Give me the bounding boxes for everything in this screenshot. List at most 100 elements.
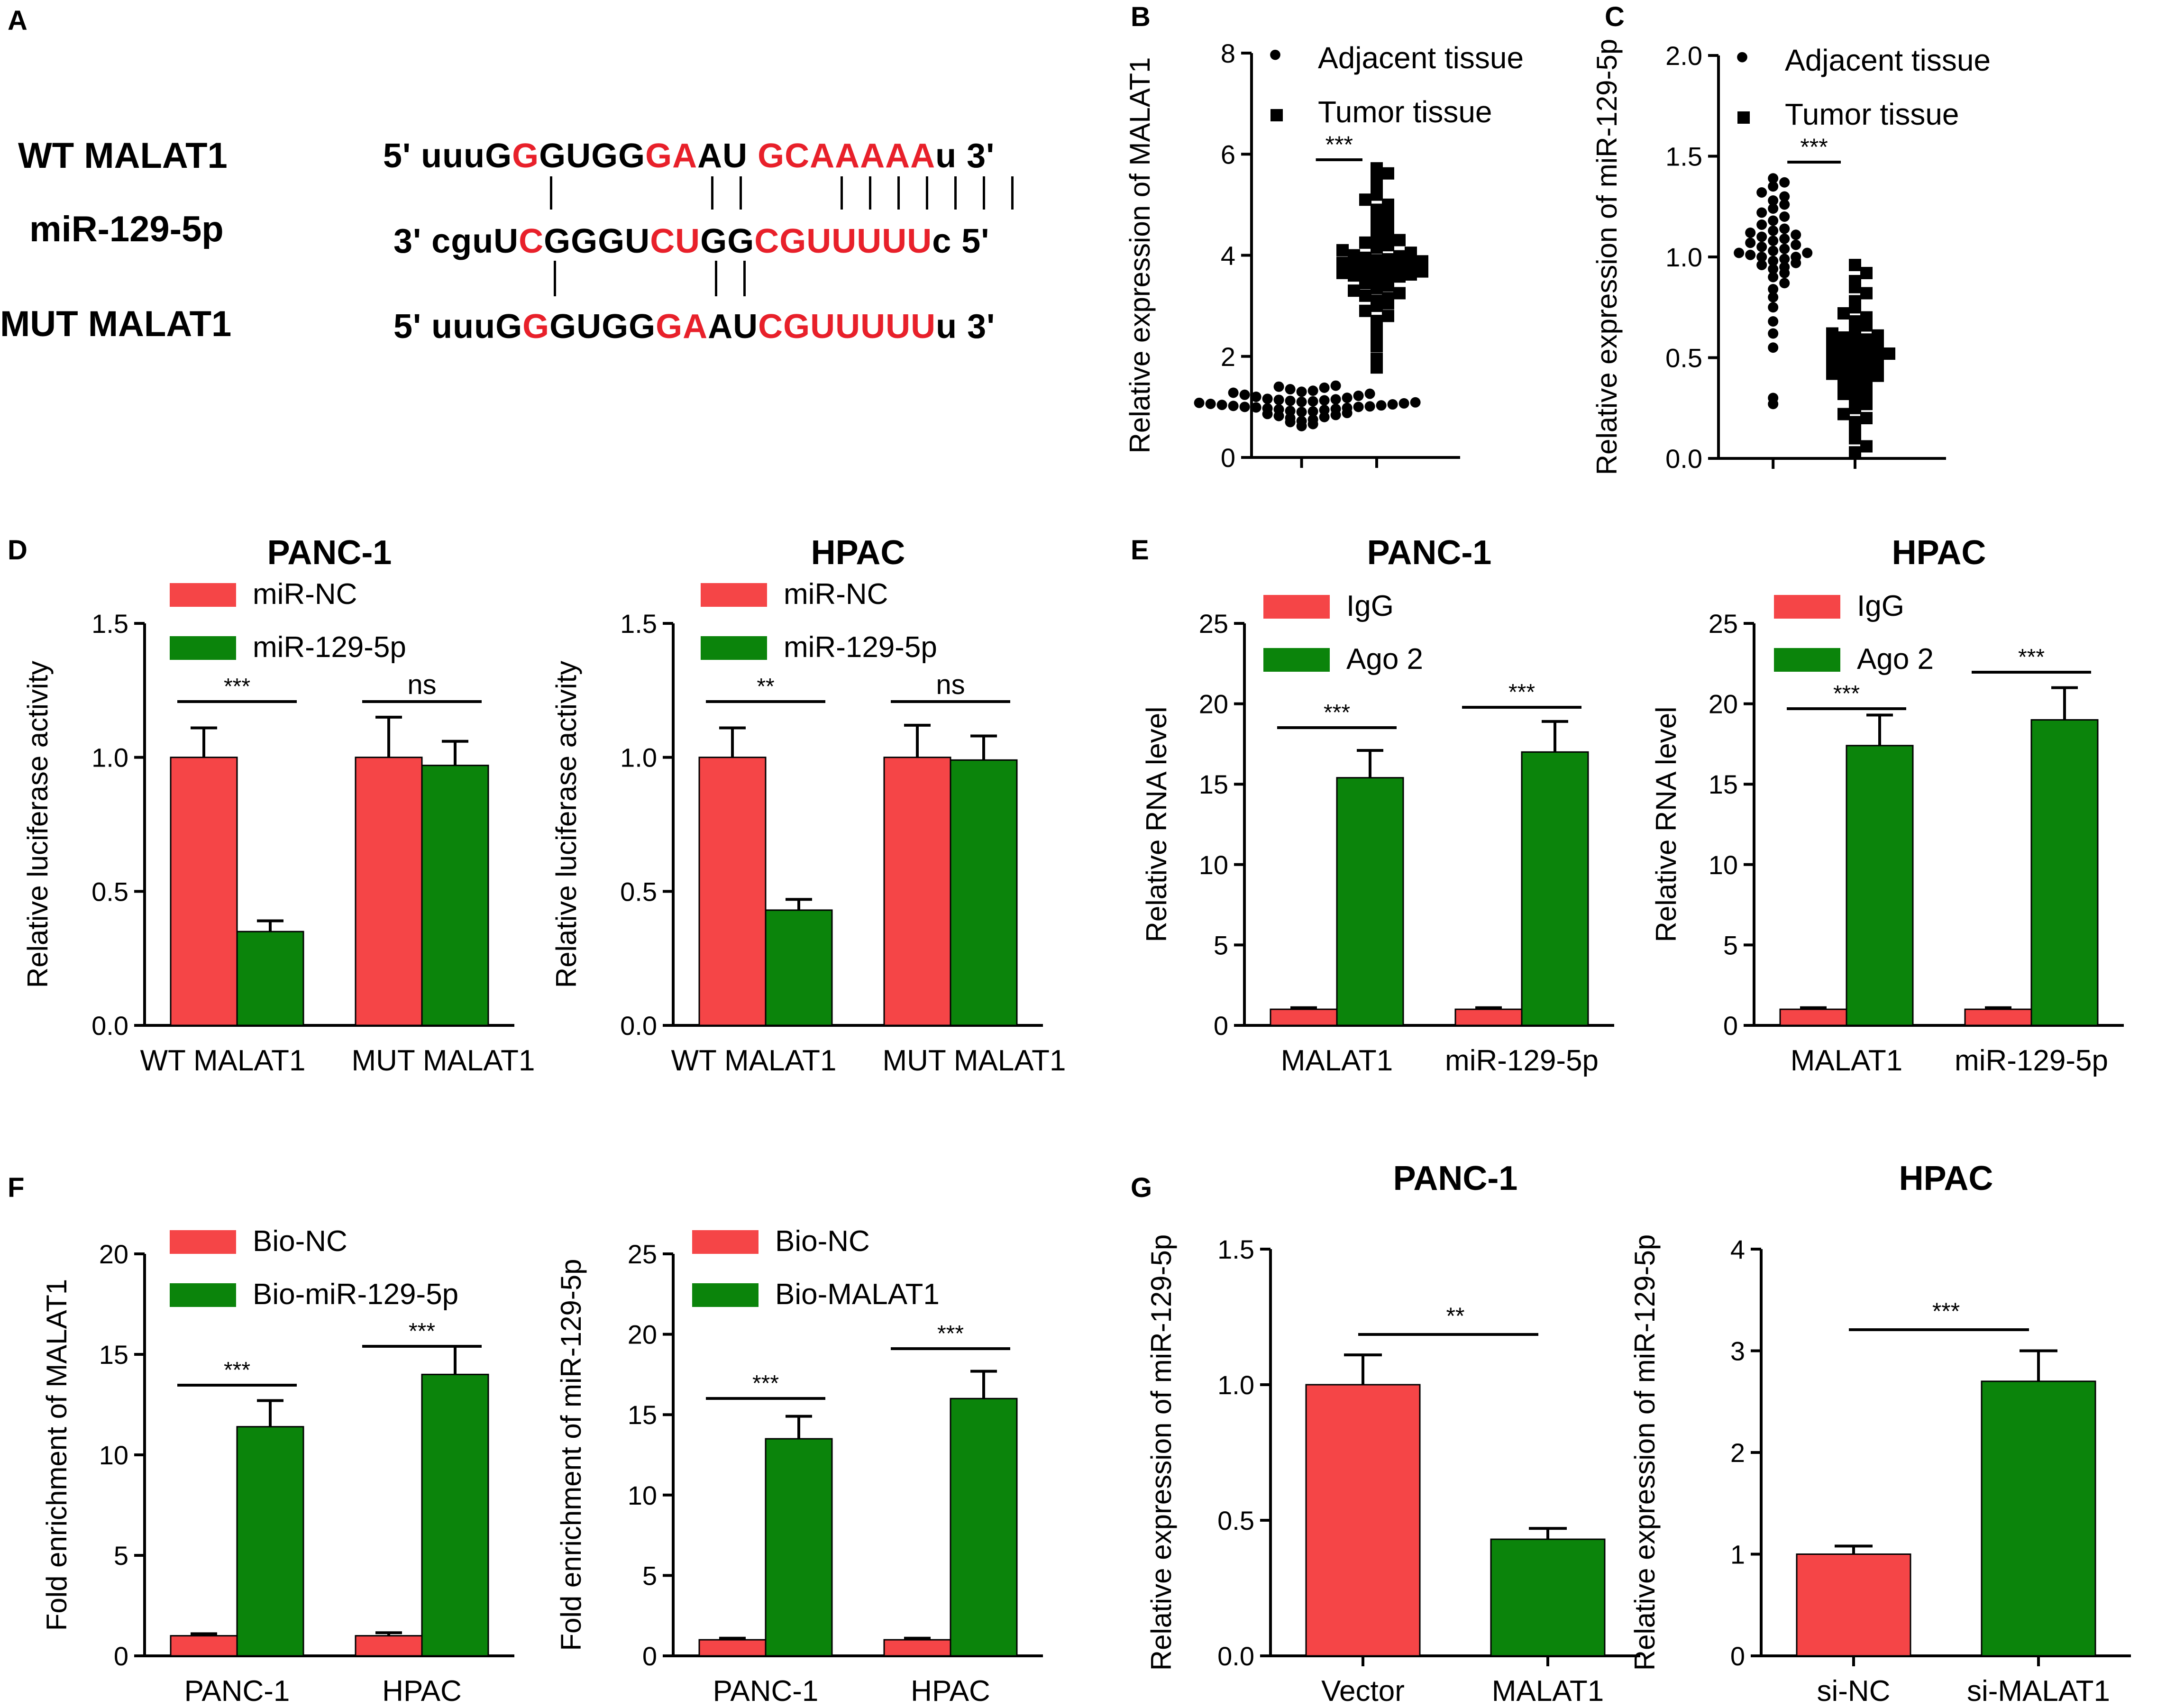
y-tick-label: 0.0: [620, 1011, 657, 1041]
data-point-adjacent: [1216, 400, 1227, 411]
data-point-adjacent: [1768, 215, 1779, 226]
category-label: HPAC: [382, 1675, 462, 1708]
data-point-adjacent: [1342, 402, 1353, 413]
data-point-tumor: [1393, 234, 1406, 247]
y-tick-label: 5: [114, 1541, 128, 1571]
mut-malat1-label: MUT MALAT1: [0, 304, 232, 344]
data-point-adjacent: [1364, 401, 1375, 412]
y-tick-label: 1.5: [620, 609, 657, 639]
data-point-adjacent: [1768, 256, 1779, 266]
bar-red: [1796, 1553, 1911, 1657]
y-tick-label: 1.0: [1665, 242, 1702, 272]
data-point-adjacent: [1262, 393, 1273, 404]
category-label: MALAT1: [1791, 1044, 1903, 1077]
y-axis-label: Fold enrichment of MALAT1: [41, 1279, 73, 1631]
legend-label: Ago 2: [1346, 643, 1423, 676]
base-pair-line: [740, 176, 742, 210]
data-point-tumor: [1872, 351, 1884, 364]
data-point-adjacent: [1768, 181, 1779, 192]
data-point-adjacent: [1756, 207, 1767, 218]
significance-stars: ***: [2018, 645, 2045, 670]
chart-title: HPAC: [1899, 1160, 1993, 1197]
bar-red: [1305, 1384, 1421, 1657]
chart-title: HPAC: [1892, 534, 1986, 572]
category-label: PANC-1: [184, 1675, 290, 1708]
legend-swatch-red: [1263, 595, 1330, 619]
chart-G1: 0.0 0.5 1.0 1.5 Relative expression of miR-1…: [1145, 1160, 1640, 1708]
bar-control: [170, 1635, 238, 1657]
data-point-adjacent: [1768, 195, 1779, 206]
data-point-adjacent: [1768, 342, 1779, 353]
y-tick-label: 5: [1723, 930, 1738, 960]
data-point-adjacent: [1353, 390, 1364, 401]
y-tick-label: 10: [99, 1440, 128, 1470]
chart-F2: 0 5 10 15 20 25 Fold enrichment of miR-129-5p B…: [555, 1225, 1043, 1708]
data-point-tumor: [1837, 307, 1850, 320]
y-tick-label: 1.0: [620, 743, 657, 773]
data-point-tumor: [1393, 287, 1406, 300]
panel-letter-d: D: [8, 535, 27, 566]
legend-swatch-red: [1774, 595, 1840, 619]
data-point-adjacent: [1296, 386, 1307, 397]
bar-treatment: [950, 1397, 1018, 1657]
data-point-adjacent: [1330, 403, 1341, 414]
seed-nucleotides: CU: [650, 222, 701, 260]
y-tick-label: 0.5: [620, 877, 657, 906]
y-tick-label: 1.5: [91, 609, 128, 639]
nucleotides: GUGG: [549, 308, 656, 346]
legend-swatch-green: [692, 1283, 759, 1307]
y-axis-label: Relative RNA level: [1650, 707, 1682, 942]
data-point-adjacent: [1342, 393, 1353, 403]
y-tick-label: 6: [1221, 139, 1235, 169]
data-point-adjacent: [1285, 395, 1296, 406]
data-point-adjacent: [1802, 247, 1813, 258]
significance-stars: ***: [1508, 680, 1535, 705]
y-tick-label: 25: [1709, 609, 1738, 639]
data-point-adjacent: [1779, 278, 1790, 289]
legend-swatch-green: [1774, 648, 1840, 672]
legend-swatch-green: [701, 636, 767, 660]
category-label: MALAT1: [1281, 1044, 1393, 1077]
data-point-adjacent: [1319, 382, 1330, 393]
y-tick-label: 4: [1221, 241, 1235, 271]
data-point-adjacent: [1768, 225, 1779, 236]
panel-letter-f: F: [8, 1172, 24, 1203]
bar-control: [883, 1639, 951, 1657]
nucleotides: AU: [708, 308, 759, 346]
nucleotides: c 5': [932, 222, 990, 260]
panel-letter-b: B: [1131, 1, 1151, 32]
bar-treatment: [2030, 719, 2099, 1026]
data-point-adjacent: [1768, 236, 1779, 246]
bar-treatment: [236, 931, 304, 1026]
data-point-adjacent: [1779, 262, 1790, 273]
seed-nucleotides: GCAAAAA: [758, 137, 936, 175]
data-point-adjacent: [1307, 406, 1318, 417]
category-label: Vector: [1321, 1675, 1405, 1708]
base-pair-line: [841, 176, 843, 210]
data-point-adjacent: [1273, 394, 1284, 405]
data-point-adjacent: [1791, 252, 1801, 262]
y-tick-label: 10: [628, 1480, 657, 1510]
data-point-adjacent: [1285, 405, 1296, 416]
y-tick-label: 0.0: [1665, 444, 1702, 474]
data-point-tumor: [1371, 315, 1383, 328]
nucleotides: 5' uuuG: [393, 308, 523, 346]
panel-letter-a: A: [8, 5, 27, 36]
legend-swatch-green: [170, 636, 236, 660]
data-point-adjacent: [1768, 272, 1779, 283]
legend-square-marker: [1270, 109, 1283, 121]
seed-nucleotides: GA: [645, 137, 698, 175]
panel-letter-c: C: [1605, 1, 1625, 32]
data-point-adjacent: [1273, 404, 1284, 415]
legend-label: IgG: [1857, 590, 1904, 622]
chart-title: PANC-1: [267, 534, 392, 572]
mut-malat1-sequence: 5' uuuGGGUGGGAAUCGUUUUUu 3': [393, 307, 995, 346]
y-tick-label: 2: [1221, 342, 1235, 372]
data-point-tumor: [1849, 416, 1861, 429]
base-pair-line: [715, 261, 717, 296]
legend-label: IgG: [1346, 590, 1394, 622]
data-point-adjacent: [1251, 392, 1261, 402]
data-point-adjacent: [1779, 233, 1790, 244]
data-point-adjacent: [1330, 380, 1341, 391]
data-point-adjacent: [1319, 395, 1330, 406]
